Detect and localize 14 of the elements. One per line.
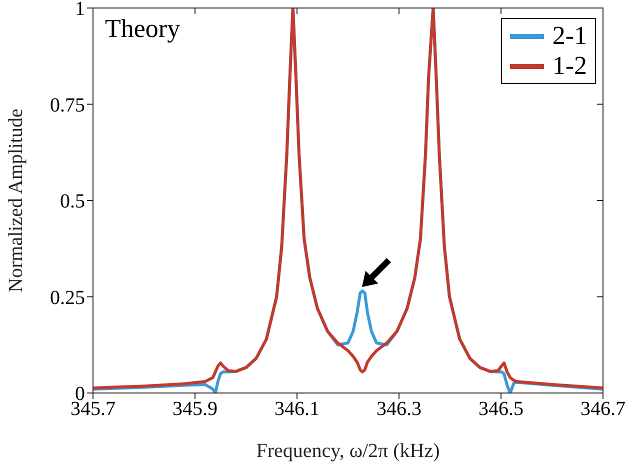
x-tick-label: 346.3 <box>376 398 422 420</box>
legend-label: 2-1 <box>552 21 587 51</box>
y-axis-title: Normalized Amplitude <box>5 108 27 292</box>
y-tick-label: 0.75 <box>50 94 85 116</box>
x-tick-label: 346.5 <box>478 398 524 420</box>
x-axis-title: Frequency, ω/2π (kHz) <box>256 440 440 462</box>
x-tick-label: 346.7 <box>580 398 626 420</box>
annotation: Theory <box>105 14 180 44</box>
x-tick-label: 346.1 <box>274 398 320 420</box>
legend-label: 1-2 <box>552 51 587 81</box>
y-tick-label: 1 <box>75 0 85 20</box>
y-tick-label: 0.5 <box>60 190 85 213</box>
y-tick-label: 0.25 <box>50 286 85 309</box>
x-tick-label: 345.9 <box>172 398 218 420</box>
